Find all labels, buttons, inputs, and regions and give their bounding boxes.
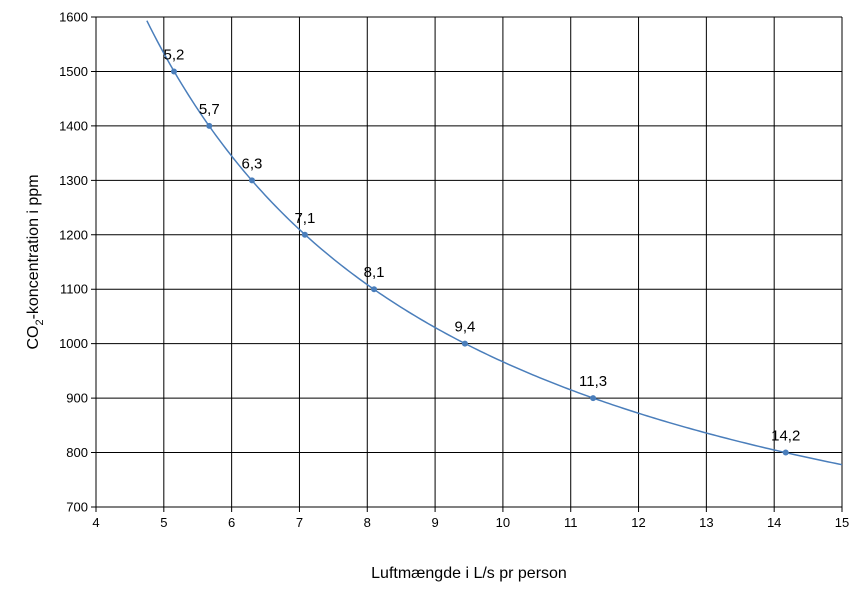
y-tick-label: 1300 (59, 173, 88, 188)
y-tick-label: 1200 (59, 227, 88, 242)
x-tick-label: 7 (296, 515, 303, 530)
x-tick-label: 10 (496, 515, 510, 530)
x-tick-label: 15 (835, 515, 849, 530)
y-tick-label: 1600 (59, 10, 88, 25)
plot-area (96, 17, 842, 507)
y-tick-label: 700 (66, 500, 88, 515)
x-tick-label: 8 (364, 515, 371, 530)
data-markers (170, 68, 789, 456)
data-point (248, 177, 255, 184)
data-point (170, 68, 177, 75)
x-tick-label: 6 (228, 515, 235, 530)
x-tick-label: 11 (564, 515, 578, 530)
data-point (301, 231, 308, 238)
data-point (461, 340, 468, 347)
tick-labels: 4 5 6 7 8 9 10 11 12 13 14 15 700 800 900 1000 1100 1200 1… (59, 10, 849, 531)
y-tick-label: 800 (66, 445, 88, 460)
x-tick-label: 5 (160, 515, 167, 530)
grid-lines (91, 16, 843, 512)
x-tick-label: 4 (92, 515, 99, 530)
y-axis-title-suffix: -koncentration i ppm (25, 174, 42, 319)
x-tick-label: 12 (631, 515, 645, 530)
data-label: 14,2 (771, 428, 800, 445)
data-label: 11,3 (579, 373, 607, 390)
data-label: 5,7 (199, 101, 220, 118)
data-label: 7,1 (294, 210, 315, 227)
x-tick-label: 9 (431, 515, 438, 530)
y-tick-label: 1500 (59, 64, 88, 79)
x-tick-label: 13 (699, 515, 713, 530)
y-tick-label: 1000 (59, 336, 88, 351)
data-point (590, 395, 597, 402)
data-point (782, 449, 789, 456)
y-axis-title: CO2-koncentration i ppm (25, 174, 46, 349)
data-label: 8,1 (364, 264, 385, 281)
data-label: 6,3 (242, 155, 263, 172)
y-tick-label: 900 (66, 391, 88, 406)
y-axis-title-subscript: 2 (34, 319, 46, 325)
x-axis-title: Luftmængde i L/s pr person (371, 565, 567, 582)
y-tick-label: 1400 (59, 118, 88, 133)
data-label: 9,4 (455, 319, 476, 336)
data-point (206, 122, 213, 129)
data-labels: 5,2 5,7 6,3 7,1 8,1 9,4 11,3 14,2 (164, 46, 801, 444)
y-tick-label: 1100 (60, 282, 88, 297)
series-line (146, 20, 843, 466)
y-axis-title-prefix: CO (25, 326, 42, 350)
x-tick-label: 14 (767, 515, 781, 530)
data-point (371, 286, 378, 293)
data-label: 5,2 (164, 46, 185, 63)
